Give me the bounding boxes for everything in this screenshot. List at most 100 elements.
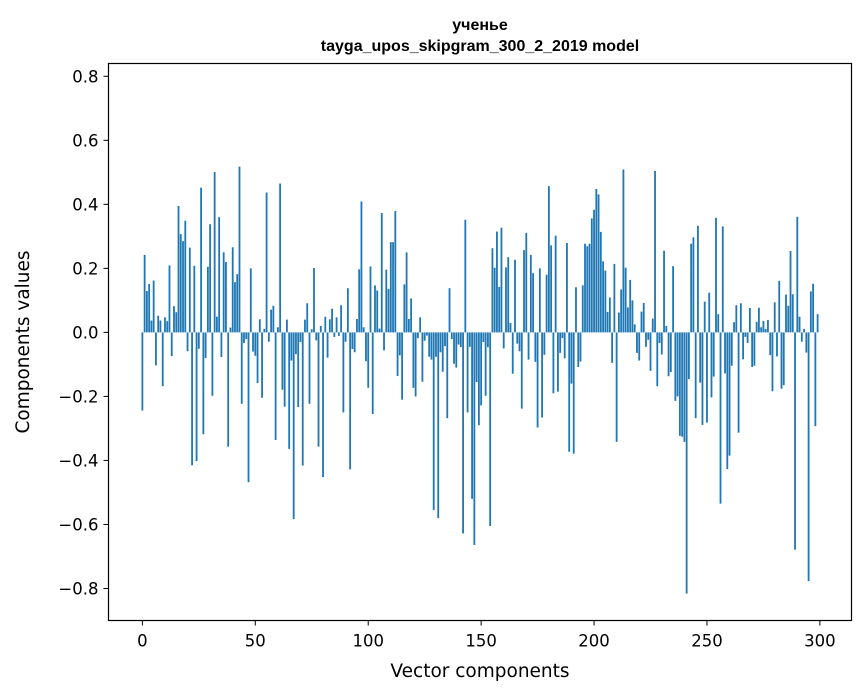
bar-138 <box>453 332 455 364</box>
bar-229 <box>658 332 661 343</box>
bar-147 <box>473 332 476 545</box>
bar-111 <box>392 242 394 333</box>
bar-264 <box>737 332 740 433</box>
bar-246 <box>697 225 699 333</box>
bar-250 <box>706 332 708 423</box>
bar-146 <box>471 332 473 499</box>
bar-222 <box>642 302 645 333</box>
bar-51 <box>256 332 259 383</box>
bar-209 <box>613 263 616 333</box>
bar-294 <box>805 332 808 353</box>
bar-123 <box>419 317 422 333</box>
bar-276 <box>764 328 767 333</box>
bar-151 <box>482 332 485 342</box>
bar-41 <box>234 282 236 333</box>
bar-2 <box>145 291 148 333</box>
bar-185 <box>559 332 562 353</box>
bar-274 <box>760 327 763 333</box>
y-axis-label: Components values <box>13 250 34 433</box>
bar-80 <box>322 332 324 478</box>
bar-76 <box>313 268 315 333</box>
bar-269 <box>748 308 751 333</box>
bar-58 <box>272 305 275 333</box>
bar-224 <box>647 332 650 340</box>
bar-109 <box>387 288 390 333</box>
bar-270 <box>751 332 754 367</box>
bar-64 <box>286 319 288 333</box>
bar-296 <box>809 291 812 333</box>
bar-90 <box>344 332 347 342</box>
bar-183 <box>554 235 557 333</box>
bar-26 <box>200 187 202 333</box>
bar-11 <box>166 321 169 333</box>
y-axis-ticks: −0.8 −0.6 −0.4 −0.2 0.0 0.2 0.4 0.6 0.8 <box>58 67 109 598</box>
bar-166 <box>516 332 519 344</box>
bar-3 <box>148 284 151 333</box>
bar-139 <box>455 332 458 368</box>
bar-141 <box>459 332 462 348</box>
bar-68 <box>295 332 297 355</box>
bar-231 <box>663 250 665 333</box>
bar-135 <box>446 332 449 419</box>
bar-297 <box>812 283 815 333</box>
y-tick-label: 0.6 <box>72 131 98 150</box>
bar-281 <box>776 332 778 357</box>
bar-63 <box>283 332 286 407</box>
bar-262 <box>733 322 735 333</box>
bar-206 <box>606 311 609 333</box>
x-tick-label: 150 <box>465 632 497 651</box>
x-tick-label: 250 <box>691 632 723 651</box>
bar-44 <box>240 332 243 404</box>
y-tick-label: −0.6 <box>58 515 98 534</box>
bar-85 <box>333 332 336 337</box>
bar-298 <box>814 332 817 427</box>
bar-216 <box>629 279 632 333</box>
bar-149 <box>477 332 480 426</box>
bar-30 <box>209 224 212 333</box>
y-tick-label: −0.8 <box>58 579 98 598</box>
x-tick-label: 50 <box>245 632 266 651</box>
bar-29 <box>206 266 209 333</box>
bar-52 <box>258 319 261 333</box>
bar-268 <box>746 332 749 343</box>
bar-32 <box>213 172 216 333</box>
bar-16 <box>177 205 180 333</box>
bar-225 <box>649 332 652 371</box>
bar-148 <box>475 332 478 383</box>
bar-255 <box>717 314 720 333</box>
bar-0 <box>141 332 144 411</box>
bar-239 <box>681 332 684 437</box>
bar-191 <box>572 332 575 454</box>
bar-197 <box>586 246 589 333</box>
bar-195 <box>581 285 584 333</box>
bar-241 <box>685 332 688 594</box>
bar-243 <box>690 243 693 333</box>
bar-235 <box>672 266 674 333</box>
bar-254 <box>715 217 717 333</box>
bar-96 <box>358 269 361 333</box>
bar-122 <box>416 332 419 339</box>
bar-293 <box>803 328 805 333</box>
bar-282 <box>778 280 781 333</box>
bar-289 <box>794 332 796 550</box>
bar-105 <box>378 328 381 333</box>
y-tick-label: 0.2 <box>72 259 98 278</box>
bar-48 <box>249 268 252 333</box>
bar-277 <box>767 319 769 333</box>
bar-215 <box>627 307 629 333</box>
bar-287 <box>789 251 792 333</box>
bar-70 <box>299 332 302 342</box>
bar-208 <box>611 332 614 363</box>
bar-288 <box>791 294 794 333</box>
bar-172 <box>529 254 532 333</box>
bar-176 <box>538 268 541 333</box>
bar-253 <box>712 332 715 377</box>
bar-25 <box>197 332 200 349</box>
bar-129 <box>432 332 435 511</box>
bar-8 <box>159 320 162 333</box>
bar-15 <box>175 312 178 333</box>
bar-103 <box>374 285 376 333</box>
bar-27 <box>202 332 205 435</box>
bar-234 <box>669 332 672 373</box>
bar-125 <box>423 332 426 341</box>
